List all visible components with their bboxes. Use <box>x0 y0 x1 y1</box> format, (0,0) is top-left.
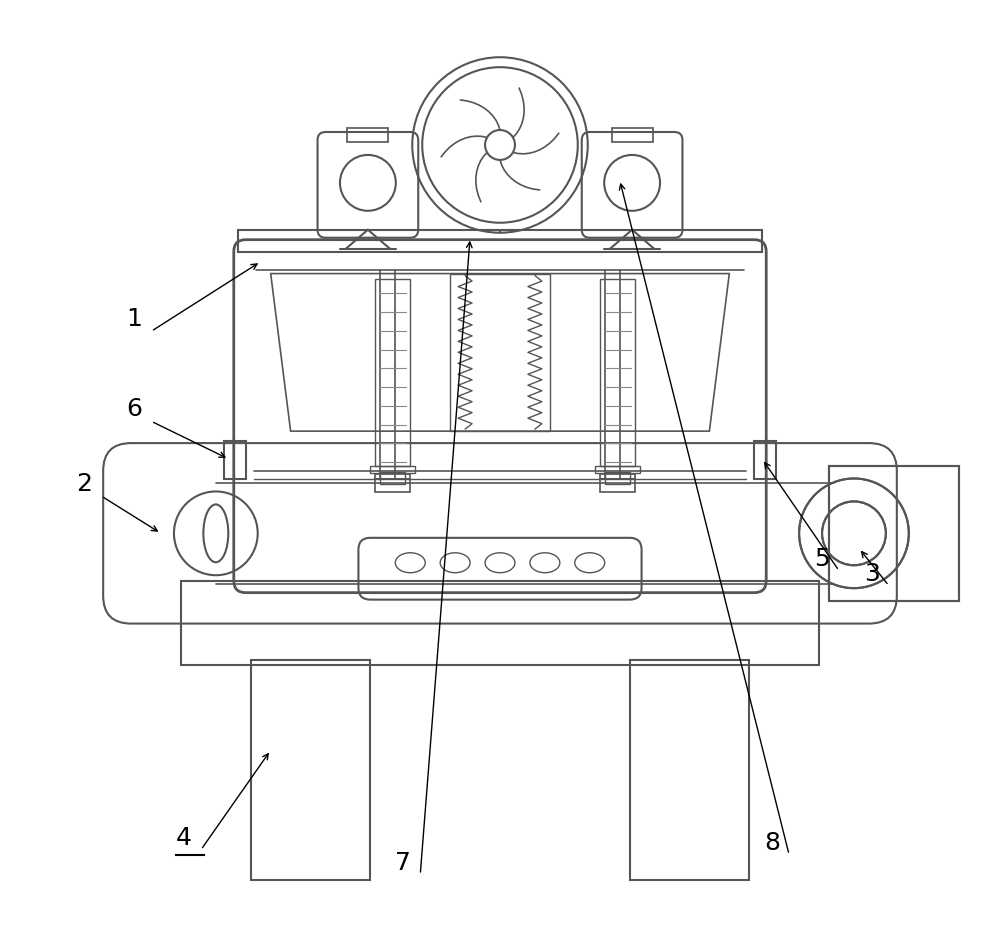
Bar <box>829 466 959 601</box>
Bar <box>375 279 410 466</box>
Text: 3: 3 <box>864 562 880 586</box>
Bar <box>375 474 410 479</box>
Bar <box>375 479 410 492</box>
Text: 6: 6 <box>126 398 142 421</box>
Bar <box>829 466 959 601</box>
Bar <box>370 466 415 473</box>
Bar <box>380 472 405 484</box>
Bar <box>450 274 550 431</box>
Bar <box>600 479 635 492</box>
Text: 4: 4 <box>176 825 192 850</box>
Bar <box>754 441 776 479</box>
Text: 7: 7 <box>395 851 411 875</box>
Bar <box>347 128 388 142</box>
Bar <box>600 279 635 466</box>
Bar <box>600 474 635 479</box>
Bar <box>251 660 370 880</box>
Bar <box>605 472 630 484</box>
Bar <box>630 660 749 880</box>
Bar <box>612 128 653 142</box>
Bar <box>238 230 762 252</box>
Text: 8: 8 <box>764 831 780 855</box>
Text: 1: 1 <box>126 307 142 332</box>
Bar <box>224 441 246 479</box>
Text: 5: 5 <box>814 547 830 571</box>
Text: 2: 2 <box>76 472 92 496</box>
Bar <box>595 466 640 473</box>
Bar <box>181 581 819 666</box>
